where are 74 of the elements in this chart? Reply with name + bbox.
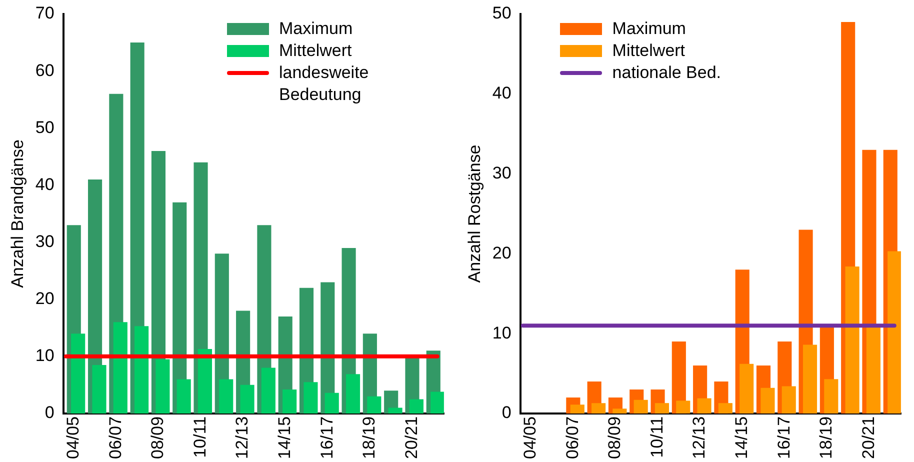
bar: [718, 403, 732, 414]
bar: [888, 251, 901, 414]
bar: [304, 382, 318, 414]
bar: [346, 374, 360, 414]
legend-label: Maximum: [278, 18, 353, 40]
x-tick-label: 12/13: [690, 416, 709, 460]
y-axis-title: Anzahl Brandgänse: [8, 140, 27, 288]
x-tick-label: 04/05: [520, 416, 540, 460]
x-tick-label: 18/19: [816, 416, 836, 460]
legend-label: Mittelwert: [612, 40, 686, 62]
x-tick-label: 18/19: [360, 416, 379, 460]
x-tick-label: 20/21: [858, 416, 878, 460]
x-tick-label: 04/05: [64, 416, 83, 460]
bar: [740, 364, 754, 414]
y-tick-label: 20: [492, 243, 512, 262]
legend-label: nationale Bed.: [612, 62, 721, 84]
legend-label: Mittelwert: [278, 40, 352, 62]
y-tick-label: 10: [492, 323, 512, 342]
bar: [866, 327, 880, 414]
x-tick-label: 10/11: [647, 416, 666, 458]
x-tick-label: 06/07: [562, 416, 582, 460]
bar: [612, 408, 627, 414]
bar: [802, 344, 818, 414]
x-tick-label: 12/13: [232, 416, 252, 460]
x-tick-label: 14/15: [732, 416, 752, 460]
bar: [367, 396, 382, 414]
bar: [134, 326, 149, 414]
y-tick-label: 60: [35, 60, 54, 80]
x-tick-label: 16/17: [317, 416, 336, 460]
bar: [676, 400, 690, 414]
x-tick-label: 10/11: [190, 416, 210, 458]
x-tick-label: 08/09: [605, 416, 624, 460]
bar: [824, 379, 838, 414]
x-tick-label: 20/21: [402, 416, 421, 460]
bar: [654, 403, 670, 414]
legend-label: landesweite Bedeutung: [278, 62, 370, 106]
y-tick-label: 30: [492, 163, 512, 182]
bar: [176, 379, 191, 414]
bar: [409, 399, 424, 414]
bar: [430, 392, 444, 414]
y-tick-label: 70: [35, 4, 54, 23]
bar: [261, 368, 276, 414]
y-tick-label: 40: [35, 174, 54, 194]
y-tick-label: 30: [35, 232, 54, 251]
y-tick-label: 0: [502, 403, 512, 422]
bar: [634, 400, 648, 414]
bar: [71, 334, 86, 414]
bar: [592, 403, 606, 414]
bar: [760, 388, 775, 414]
y-tick-label: 0: [44, 403, 54, 422]
bar: [388, 408, 402, 414]
y-axis-title: Anzahl Rostgänse: [464, 144, 484, 283]
bar: [113, 322, 128, 414]
bar: [570, 404, 584, 414]
x-tick-label: 14/15: [275, 416, 294, 460]
bar: [845, 266, 860, 414]
y-tick-label: 50: [492, 4, 512, 23]
bar: [198, 348, 212, 414]
x-tick-label: 06/07: [106, 416, 125, 460]
y-tick-label: 50: [35, 118, 54, 137]
y-tick-label: 40: [492, 84, 512, 103]
bar: [92, 364, 106, 414]
bar: [156, 359, 170, 414]
y-tick-label: 10: [35, 346, 54, 366]
legend-label: Maximum: [612, 18, 686, 40]
y-tick-label: 20: [35, 289, 54, 308]
bar: [324, 392, 339, 414]
bar: [697, 398, 712, 414]
x-tick-label: 16/17: [774, 416, 794, 460]
bar: [782, 386, 796, 414]
bar: [240, 384, 254, 414]
x-tick-label: 08/09: [148, 416, 168, 460]
bar: [282, 389, 297, 414]
bar: [219, 379, 234, 414]
